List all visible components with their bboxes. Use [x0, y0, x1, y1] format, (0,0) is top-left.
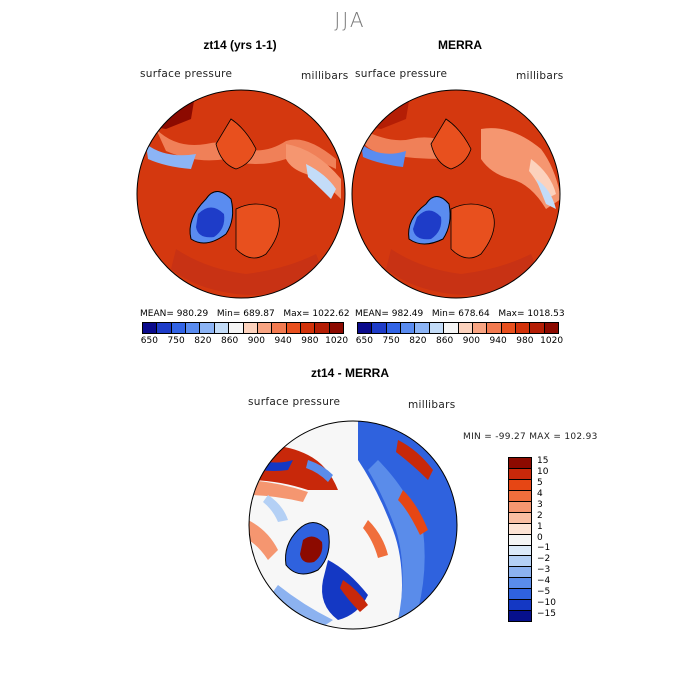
colorbar-swatch [200, 323, 215, 333]
panel-1-units-label: millibars [301, 70, 349, 82]
panel-2-colorbar [357, 322, 559, 334]
colorbar-swatch [509, 567, 531, 579]
colorbar-swatch [509, 578, 531, 590]
panel-1-variable-label: surface pressure [140, 68, 233, 80]
colorbar-tick-label: 750 [382, 336, 400, 346]
panel-2-polar-map [351, 89, 561, 299]
colorbar-swatch [509, 611, 531, 622]
colorbar-tick-label: 900 [247, 336, 265, 346]
colorbar-swatch [458, 323, 473, 333]
diff-panel-units-label: millibars [408, 399, 456, 411]
colorbar-swatch [243, 323, 258, 333]
colorbar-swatch [186, 323, 201, 333]
colorbar-tick-label: 15 [537, 456, 549, 467]
colorbar-swatch [509, 556, 531, 568]
colorbar-tick-label: 650 [355, 336, 373, 346]
colorbar-tick-label: 4 [537, 489, 543, 500]
colorbar-swatch [286, 323, 301, 333]
colorbar-tick-label: 650 [140, 336, 158, 346]
colorbar-swatch [157, 323, 172, 333]
colorbar-swatch [544, 323, 559, 333]
diff-panel-title: zt14 - MERRA [310, 366, 389, 380]
panel-1-stats: MEAN= 980.29 Min= 689.87 Max= 1022.62 [140, 309, 350, 319]
panel-2-colorbar-ticks: 650 750 820 860 900 940 980 1020 [351, 336, 565, 346]
colorbar-swatch [487, 323, 502, 333]
colorbar-tick-label: 0 [537, 532, 543, 543]
colorbar-swatch [401, 323, 416, 333]
colorbar-swatch [300, 323, 316, 333]
panel-2-units-label: millibars [516, 70, 564, 82]
colorbar-swatch [509, 523, 531, 535]
colorbar-tick-label: −10 [537, 597, 556, 608]
colorbar-tick-label: 820 [409, 336, 427, 346]
colorbar-swatch [444, 323, 459, 333]
colorbar-tick-label: −1 [537, 543, 551, 554]
colorbar-swatch [509, 468, 531, 480]
colorbar-tick-label: 860 [436, 336, 454, 346]
colorbar-tick-label: −2 [537, 554, 551, 565]
diff-panel-polar-map [248, 420, 458, 630]
colorbar-swatch [509, 589, 531, 601]
panel-1-colorbar [142, 322, 344, 334]
colorbar-swatch [509, 479, 531, 491]
colorbar-tick-label: 980 [516, 336, 534, 346]
colorbar-swatch [509, 534, 531, 546]
colorbar-tick-label: −3 [537, 565, 551, 576]
colorbar-swatch [429, 323, 445, 333]
panel-2-title: MERRA [438, 38, 482, 52]
panel-1-polar-map [136, 89, 346, 299]
colorbar-swatch [509, 545, 531, 557]
colorbar-swatch [509, 458, 531, 469]
panel-1-colorbar-ticks: 650 750 820 860 900 940 980 1020 [136, 336, 350, 346]
colorbar-tick-label: 940 [274, 336, 292, 346]
colorbar-swatch [315, 323, 330, 333]
diff-panel-minmax: MIN = -99.27 MAX = 102.93 [463, 432, 598, 442]
colorbar-swatch [358, 323, 373, 333]
colorbar-tick-label: 2 [537, 510, 543, 521]
colorbar-swatch [143, 323, 158, 333]
colorbar-swatch [509, 600, 531, 612]
colorbar-swatch [515, 323, 531, 333]
colorbar-swatch [214, 323, 230, 333]
colorbar-swatch [509, 501, 531, 513]
colorbar-tick-label: 1020 [540, 336, 564, 346]
colorbar-tick-label: 3 [537, 499, 543, 510]
colorbar-swatch [509, 512, 531, 524]
diff-colorbar [508, 457, 532, 622]
colorbar-swatch [415, 323, 430, 333]
page-title: JJA [334, 8, 366, 32]
colorbar-tick-label: 10 [537, 467, 549, 478]
colorbar-tick-label: 980 [301, 336, 319, 346]
colorbar-tick-label: −5 [537, 586, 551, 597]
colorbar-swatch [386, 323, 402, 333]
panel-1-title: zt14 (yrs 1-1) [203, 38, 277, 52]
colorbar-swatch [257, 323, 273, 333]
colorbar-tick-label: 5 [537, 478, 543, 489]
colorbar-swatch [530, 323, 545, 333]
colorbar-swatch [372, 323, 387, 333]
colorbar-swatch [272, 323, 287, 333]
colorbar-tick-label: −15 [537, 608, 556, 619]
colorbar-swatch [329, 323, 344, 333]
colorbar-tick-label: 940 [489, 336, 507, 346]
colorbar-tick-label: 860 [221, 336, 239, 346]
colorbar-swatch [472, 323, 488, 333]
colorbar-swatch [229, 323, 244, 333]
colorbar-tick-label: 900 [462, 336, 480, 346]
colorbar-tick-label: 750 [167, 336, 185, 346]
colorbar-swatch [509, 490, 531, 502]
diff-colorbar-ticks: 15 10 5 4 3 2 1 0 −1 −2 −3 −4 −5 −10 −15 [537, 456, 577, 620]
colorbar-swatch [501, 323, 516, 333]
panel-2-variable-label: surface pressure [355, 68, 448, 80]
colorbar-swatch [171, 323, 187, 333]
colorbar-tick-label: 1 [537, 521, 543, 532]
colorbar-tick-label: −4 [537, 575, 551, 586]
panel-2-stats: MEAN= 982.49 Min= 678.64 Max= 1018.53 [355, 309, 565, 319]
diff-panel-variable-label: surface pressure [248, 396, 341, 408]
colorbar-tick-label: 820 [194, 336, 212, 346]
colorbar-tick-label: 1020 [325, 336, 349, 346]
